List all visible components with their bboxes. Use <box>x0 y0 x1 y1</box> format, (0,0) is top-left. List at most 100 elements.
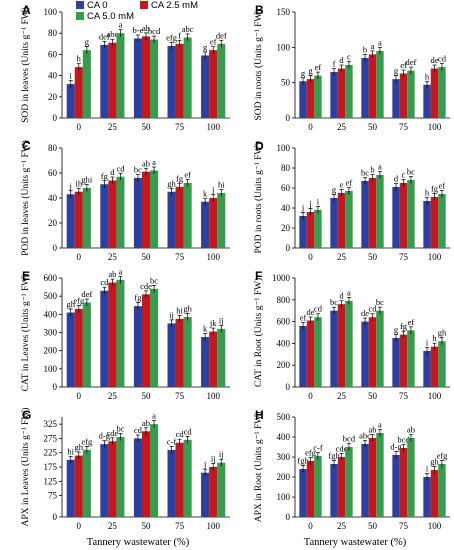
x-tick-label: 50 <box>142 521 152 531</box>
bar-a-75-s0 <box>167 45 176 118</box>
bar-f-50-s2 <box>376 310 384 387</box>
bar-d-0-s0 <box>299 216 307 248</box>
x-tick-label: 50 <box>142 122 152 132</box>
bar-f-75-s1 <box>399 334 408 387</box>
y-tick-label: 60 <box>48 49 58 59</box>
y-axis-title-c: POD in leaves (Units g⁻¹ FW) <box>20 140 31 256</box>
bar-h-100-s0 <box>423 477 431 517</box>
significance-label: de <box>306 307 314 317</box>
significance-label: def <box>216 30 227 40</box>
y-tick-label: 80 <box>281 163 291 173</box>
bar-e-0-s2 <box>82 302 91 387</box>
bar-g-75-s0 <box>167 449 176 517</box>
significance-label: j <box>203 459 206 469</box>
significance-label: cde <box>140 281 152 291</box>
significance-label: j <box>211 185 214 195</box>
significance-label: bcd <box>148 26 161 36</box>
significance-label: ij <box>169 310 174 320</box>
significance-label: de <box>430 55 438 65</box>
bar-h-0-s0 <box>299 469 307 517</box>
bar-e-25-s2 <box>116 279 125 387</box>
y-tick-label: 400 <box>277 432 291 442</box>
x-tick-label: 0 <box>77 252 82 262</box>
bar-b-25-s2 <box>345 65 353 118</box>
bar-c-25-s2 <box>116 176 125 248</box>
bar-h-100-s2 <box>438 464 446 517</box>
significance-label: cde <box>336 444 348 454</box>
y-tick-label: 150 <box>277 7 291 17</box>
bar-c-50-s0 <box>133 178 142 248</box>
legend-swatch <box>76 12 84 20</box>
bar-b-100-s1 <box>430 68 439 118</box>
bar-f-50-s1 <box>368 317 377 387</box>
y-tick-label: 325 <box>44 419 58 429</box>
significance-label: ab <box>407 425 415 435</box>
x-tick-label: 100 <box>206 391 220 401</box>
significance-label: c <box>347 52 351 62</box>
bar-a-75-s1 <box>175 43 184 118</box>
significance-label: ef <box>346 178 353 188</box>
y-tick-label: 100 <box>44 7 58 17</box>
significance-label: j <box>308 199 311 209</box>
significance-label: a <box>152 411 156 421</box>
significance-label: d <box>110 167 115 177</box>
y-tick-label: 40 <box>48 193 58 203</box>
significance-label: gh <box>430 457 439 467</box>
bar-a-50-s1 <box>141 36 151 118</box>
bar-b-75-s0 <box>392 79 400 118</box>
y-tick-label: 175 <box>44 462 58 472</box>
significance-label: c <box>402 170 406 180</box>
significance-label: a <box>119 266 123 276</box>
bar-g-75-s1 <box>175 442 184 517</box>
bar-a-75-s2 <box>183 37 192 118</box>
significance-label: k <box>203 188 208 198</box>
panel-letter-d: D <box>255 139 264 153</box>
y-axis-title-e: CAT in Leaves (Units g⁻¹ FW) <box>20 274 31 392</box>
y-tick-label: 400 <box>44 309 58 319</box>
x-tick-label: 100 <box>206 252 220 262</box>
bar-b-50-s1 <box>368 54 377 118</box>
significance-label: g <box>394 324 399 334</box>
bar-h-25-s1 <box>337 457 346 517</box>
significance-label: abc <box>182 24 194 34</box>
y-tick-label: 20 <box>281 223 291 233</box>
significance-label: g <box>394 66 399 76</box>
bar-e-75-s0 <box>167 323 176 387</box>
y-axis-title-a: SOD in leaves (Units g⁻¹ FW) <box>20 7 31 123</box>
significance-label: ef <box>439 181 446 191</box>
significance-label: ef <box>300 312 307 322</box>
significance-label: cd <box>116 163 125 173</box>
significance-label: ab <box>108 269 116 279</box>
y-axis-title-g: APX in Leaves (Units g⁻¹ FW) <box>20 408 31 527</box>
significance-label: g <box>85 37 90 47</box>
significance-label: efg <box>437 451 449 461</box>
bar-a-0-s2 <box>82 50 91 118</box>
x-tick-label: 100 <box>428 122 442 132</box>
y-tick-label: 0 <box>286 382 291 392</box>
y-axis-title-d: POD in roots (Units g⁻¹ FW) <box>253 142 264 253</box>
significance-label: a <box>152 157 156 167</box>
bar-f-75-s2 <box>407 330 415 387</box>
significance-label: k <box>203 324 208 334</box>
bar-h-75-s0 <box>392 455 400 517</box>
bar-b-25-s1 <box>337 68 346 118</box>
bar-g-25-s1 <box>108 441 117 517</box>
bar-h-25-s2 <box>345 447 353 517</box>
bar-b-100-s0 <box>423 84 431 118</box>
bar-a-0-s0 <box>66 84 75 118</box>
bar-g-25-s0 <box>100 444 109 517</box>
bar-g-100-s2 <box>217 462 226 517</box>
significance-label: b <box>363 44 367 54</box>
significance-label: de <box>361 308 369 318</box>
significance-label: h <box>425 188 430 198</box>
bar-g-100-s0 <box>201 472 210 517</box>
y-tick-label: 50 <box>281 78 291 88</box>
bar-f-25-s2 <box>345 300 353 387</box>
y-tick-label: 500 <box>44 291 58 301</box>
bar-c-50-s1 <box>141 171 151 248</box>
significance-label: h <box>77 54 82 64</box>
